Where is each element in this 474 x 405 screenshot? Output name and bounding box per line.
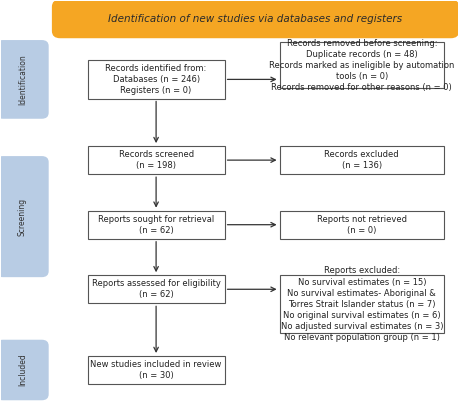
Text: Screening: Screening <box>18 198 27 236</box>
FancyBboxPatch shape <box>52 0 459 38</box>
FancyBboxPatch shape <box>280 42 444 88</box>
Text: Records identified from:
Databases (n = 246)
Registers (n = 0): Records identified from: Databases (n = … <box>106 64 207 95</box>
FancyBboxPatch shape <box>88 146 225 174</box>
Text: Reports assessed for eligibility
(n = 62): Reports assessed for eligibility (n = 62… <box>91 279 220 299</box>
Text: Reports not retrieved
(n = 0): Reports not retrieved (n = 0) <box>317 215 407 235</box>
FancyBboxPatch shape <box>88 211 225 239</box>
Text: Reports excluded:
No survival estimates (n = 15)
No survival estimates- Aborigin: Reports excluded: No survival estimates … <box>281 266 443 342</box>
FancyBboxPatch shape <box>280 146 444 174</box>
FancyBboxPatch shape <box>0 40 49 119</box>
Text: New studies included in review
(n = 30): New studies included in review (n = 30) <box>91 360 222 380</box>
Text: Records screened
(n = 198): Records screened (n = 198) <box>118 150 194 170</box>
Text: Records removed before screening:
Duplicate records (n = 48)
Records marked as i: Records removed before screening: Duplic… <box>269 38 455 92</box>
FancyBboxPatch shape <box>280 275 444 333</box>
FancyBboxPatch shape <box>0 340 49 400</box>
FancyBboxPatch shape <box>88 60 225 98</box>
Text: Records excluded
(n = 136): Records excluded (n = 136) <box>325 150 399 170</box>
Text: Reports sought for retrieval
(n = 62): Reports sought for retrieval (n = 62) <box>98 215 214 235</box>
Text: Identification: Identification <box>18 54 27 105</box>
FancyBboxPatch shape <box>0 156 49 277</box>
FancyBboxPatch shape <box>88 356 225 384</box>
FancyBboxPatch shape <box>88 275 225 303</box>
Text: Included: Included <box>18 354 27 386</box>
Text: Identification of new studies via databases and registers: Identification of new studies via databa… <box>109 14 402 24</box>
FancyBboxPatch shape <box>280 211 444 239</box>
